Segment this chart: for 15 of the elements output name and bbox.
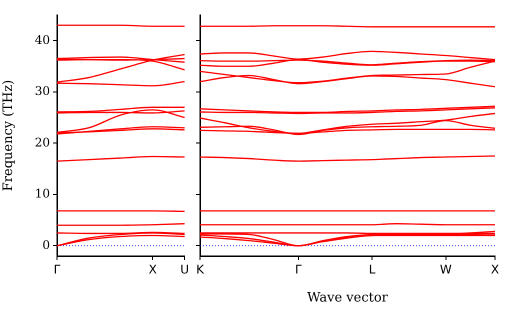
- x-tick-label: Γ: [54, 262, 61, 276]
- x-tick-label: W: [440, 262, 452, 276]
- y-axis-title: Frequency (THz): [1, 80, 16, 192]
- x-axis-title: Wave vector: [307, 290, 389, 306]
- y-tick-label: 10: [34, 186, 50, 201]
- x-tick-label: X: [490, 262, 500, 276]
- y-tick-label: 20: [34, 135, 50, 150]
- x-tick-label: K: [196, 262, 206, 276]
- y-tick-label: 40: [34, 32, 50, 47]
- x-tick-label: U: [180, 262, 190, 276]
- x-tick-label: L: [368, 262, 376, 276]
- y-tick-label: 30: [34, 84, 50, 98]
- x-tick-label: X: [148, 262, 157, 276]
- x-tick-label: Γ: [294, 262, 302, 276]
- y-tick-label: 0: [42, 238, 50, 252]
